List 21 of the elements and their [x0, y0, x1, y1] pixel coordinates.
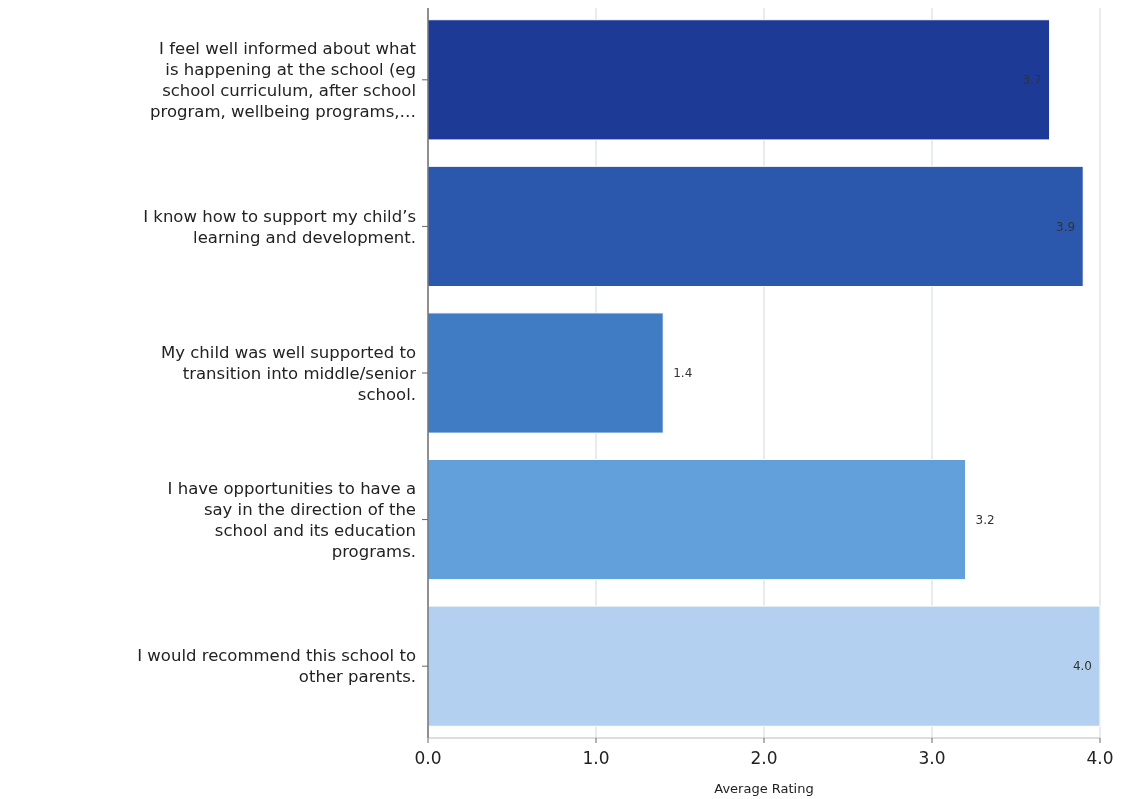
y-tick-label: My child was well supported to transition into middle/senior school.: [161, 342, 417, 404]
x-tick-label: 1.0: [582, 748, 610, 768]
y-tick-label: I feel well informed about what is happening at the school (eg school curriculum, after school program, wellbeing programs,…: [150, 39, 417, 122]
bar: [427, 312, 664, 434]
data-label: 3.2: [975, 512, 995, 527]
data-label: 3.9: [1056, 219, 1076, 234]
x-tick-label: 4.0: [1086, 748, 1114, 768]
bar: [427, 458, 967, 581]
x-tick-label: 3.0: [918, 748, 946, 768]
bar: [427, 165, 1084, 288]
y-tick-label: I would recommend this school to other parents.: [137, 646, 416, 687]
data-label: 1.4: [673, 366, 693, 381]
bar: [427, 605, 1101, 727]
x-tick-label: 0.0: [414, 748, 442, 768]
y-tick-label: I know how to support my child’s learning and development.: [143, 206, 416, 247]
y-tick-label: I have opportunities to have a say in the direction of the school and its education programs.: [167, 478, 416, 561]
data-label: 3.7: [1022, 73, 1042, 88]
x-tick-label: 2.0: [750, 748, 778, 768]
bar: [427, 19, 1051, 141]
data-label: 4.0: [1072, 659, 1092, 674]
x-axis-title: Average Rating: [714, 781, 814, 796]
